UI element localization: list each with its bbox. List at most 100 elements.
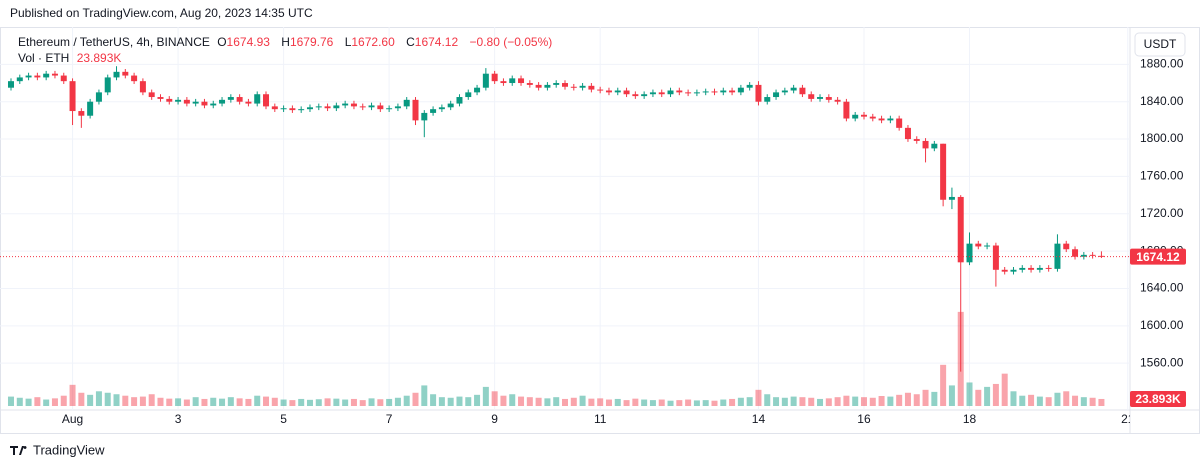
candle-body (245, 101, 252, 104)
candle-body (746, 84, 753, 88)
volume-bar (1036, 396, 1043, 406)
volume-bar (597, 398, 604, 406)
volume-bar (518, 396, 525, 406)
published: Published on TradingView.com, Aug 20, 20… (10, 6, 313, 20)
volume-bar (34, 397, 41, 406)
volume-bar (720, 399, 727, 406)
volume-bar (306, 399, 313, 406)
volume-bar (667, 400, 674, 406)
candle-body (350, 103, 357, 107)
candle-body (34, 75, 41, 78)
ohlc: L1672.60 (345, 35, 399, 49)
volume-bar (474, 394, 481, 406)
candle-body (219, 99, 226, 104)
candle-body (896, 118, 903, 128)
candle-body (412, 99, 419, 121)
candle-body (737, 87, 744, 93)
candle-body (597, 89, 604, 91)
y-tick-label: 1840.00 (1140, 94, 1184, 108)
candle-body (78, 111, 85, 116)
volume-bar (1072, 395, 1079, 406)
volume-bar (904, 392, 911, 406)
candle-body (148, 92, 155, 98)
volume-bar (896, 394, 903, 406)
candle-body (438, 107, 445, 110)
volume-bar (1019, 395, 1026, 406)
volume-bar (1054, 392, 1061, 406)
volume-bar (834, 397, 841, 406)
candle-body (940, 143, 947, 200)
candle-body (790, 87, 797, 91)
volume-bar (526, 397, 533, 406)
volume-bar (509, 394, 516, 406)
candle-body (192, 101, 199, 104)
candle-body (773, 92, 780, 98)
volume-bar (623, 400, 630, 406)
candle-body (333, 105, 340, 109)
last-price-label: 1674.12 (1136, 250, 1180, 264)
volume-bar (649, 400, 656, 406)
candle-body (614, 90, 621, 93)
candle-body (43, 73, 50, 78)
volume-bar (43, 399, 50, 406)
volume-bar (817, 398, 824, 406)
volume-bar (324, 398, 331, 406)
volume-bar (456, 396, 463, 406)
volume-bar (570, 397, 577, 406)
candle-body (166, 98, 173, 102)
candle-body (1089, 254, 1096, 256)
candle-body (852, 114, 859, 119)
volume-bar (984, 386, 991, 406)
ohlc-value: 1674.93 (226, 35, 270, 49)
candle-body (913, 139, 920, 141)
candle-body (729, 90, 736, 93)
candle-body (271, 106, 278, 110)
x-tick-label: 18 (963, 412, 977, 426)
volume-bar (412, 392, 419, 406)
ohlc-key: L (344, 35, 352, 49)
candle-body (254, 94, 261, 104)
volume-bar (350, 398, 357, 406)
volume-bar (825, 398, 832, 406)
ohlc: O1674.93 (217, 35, 274, 49)
ohlc: C1674.12 (406, 35, 462, 49)
volume-bar (438, 397, 445, 406)
candle-body (658, 92, 665, 95)
candle-body (157, 97, 164, 99)
candle-body (25, 75, 32, 78)
ohlc-value: 1679.76 (289, 35, 334, 49)
candle-body (720, 90, 727, 93)
volume-bar (333, 398, 340, 406)
x-tick-label: 21 (1121, 412, 1135, 426)
volume-bar (773, 397, 780, 406)
candle-body (377, 105, 384, 110)
candle-body (605, 90, 612, 93)
candle-body (139, 81, 146, 93)
volume-bar (16, 397, 23, 406)
currency-button[interactable] (1134, 32, 1186, 57)
volume-bar (562, 398, 568, 406)
ohlc-key: C (406, 35, 415, 49)
volume-value: 23.893K (76, 51, 122, 65)
ohlc-key: O (217, 35, 227, 49)
volume-bar (403, 395, 410, 406)
volume-bar (60, 395, 67, 406)
volume-bar (377, 399, 384, 406)
candle-body (869, 116, 876, 119)
volume-bar (227, 397, 234, 406)
volume-tag-label: 23.893K (1135, 392, 1181, 406)
candle-body (491, 73, 498, 82)
volume-bar (500, 395, 507, 406)
candle-body (579, 85, 586, 88)
volume-bar (122, 395, 129, 406)
candle-body (1045, 267, 1052, 269)
candle-body (1080, 254, 1087, 257)
volume-bar (1028, 394, 1035, 406)
currency[interactable]: USDT (1144, 37, 1177, 51)
volume-bar (676, 400, 683, 406)
volume-bar (192, 397, 199, 406)
volume-bar (87, 394, 94, 406)
candle-body (975, 243, 982, 247)
candle-body (632, 94, 639, 97)
volume-bar (95, 391, 102, 406)
